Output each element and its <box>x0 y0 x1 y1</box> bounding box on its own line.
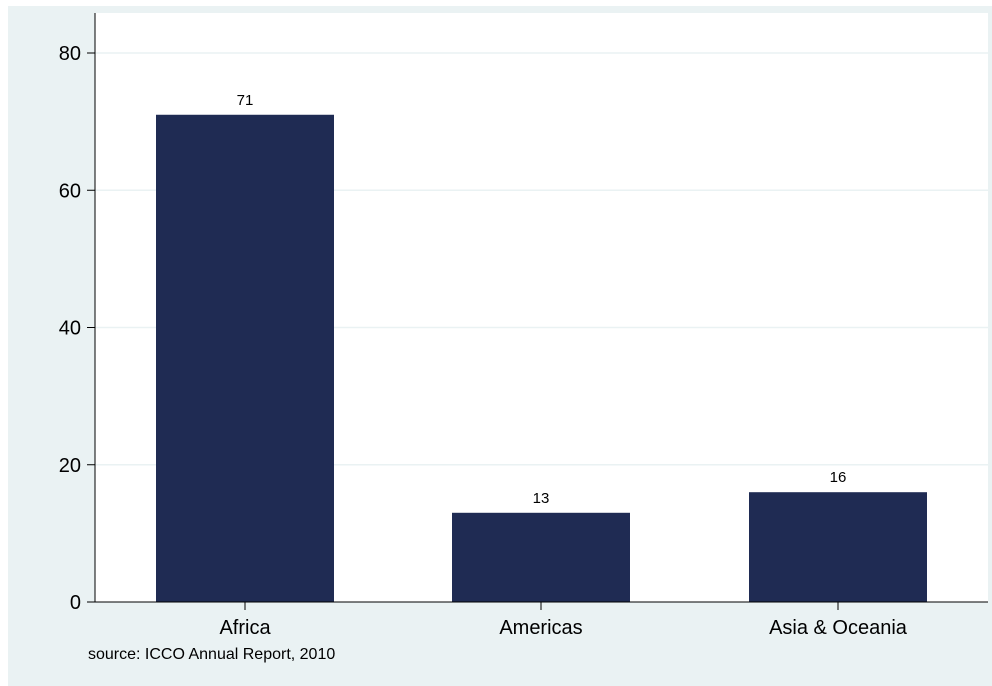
y-tick-label: 0 <box>70 592 81 614</box>
y-tick-label: 20 <box>59 455 81 477</box>
data-label: 71 <box>237 92 254 109</box>
x-tick-label: Asia & Oceania <box>769 617 908 639</box>
bar-asia-oceania <box>749 492 927 602</box>
source-note: source: ICCO Annual Report, 2010 <box>88 646 336 663</box>
bar-americas <box>452 512 630 602</box>
data-label: 16 <box>830 469 847 486</box>
data-label: 13 <box>533 490 550 507</box>
y-tick-label: 60 <box>59 180 81 202</box>
y-tick-label: 80 <box>59 43 81 65</box>
x-tick-label: Africa <box>219 617 271 639</box>
bar-africa <box>156 114 334 602</box>
x-tick-label: Americas <box>499 617 582 639</box>
y-tick-label: 40 <box>59 318 81 340</box>
